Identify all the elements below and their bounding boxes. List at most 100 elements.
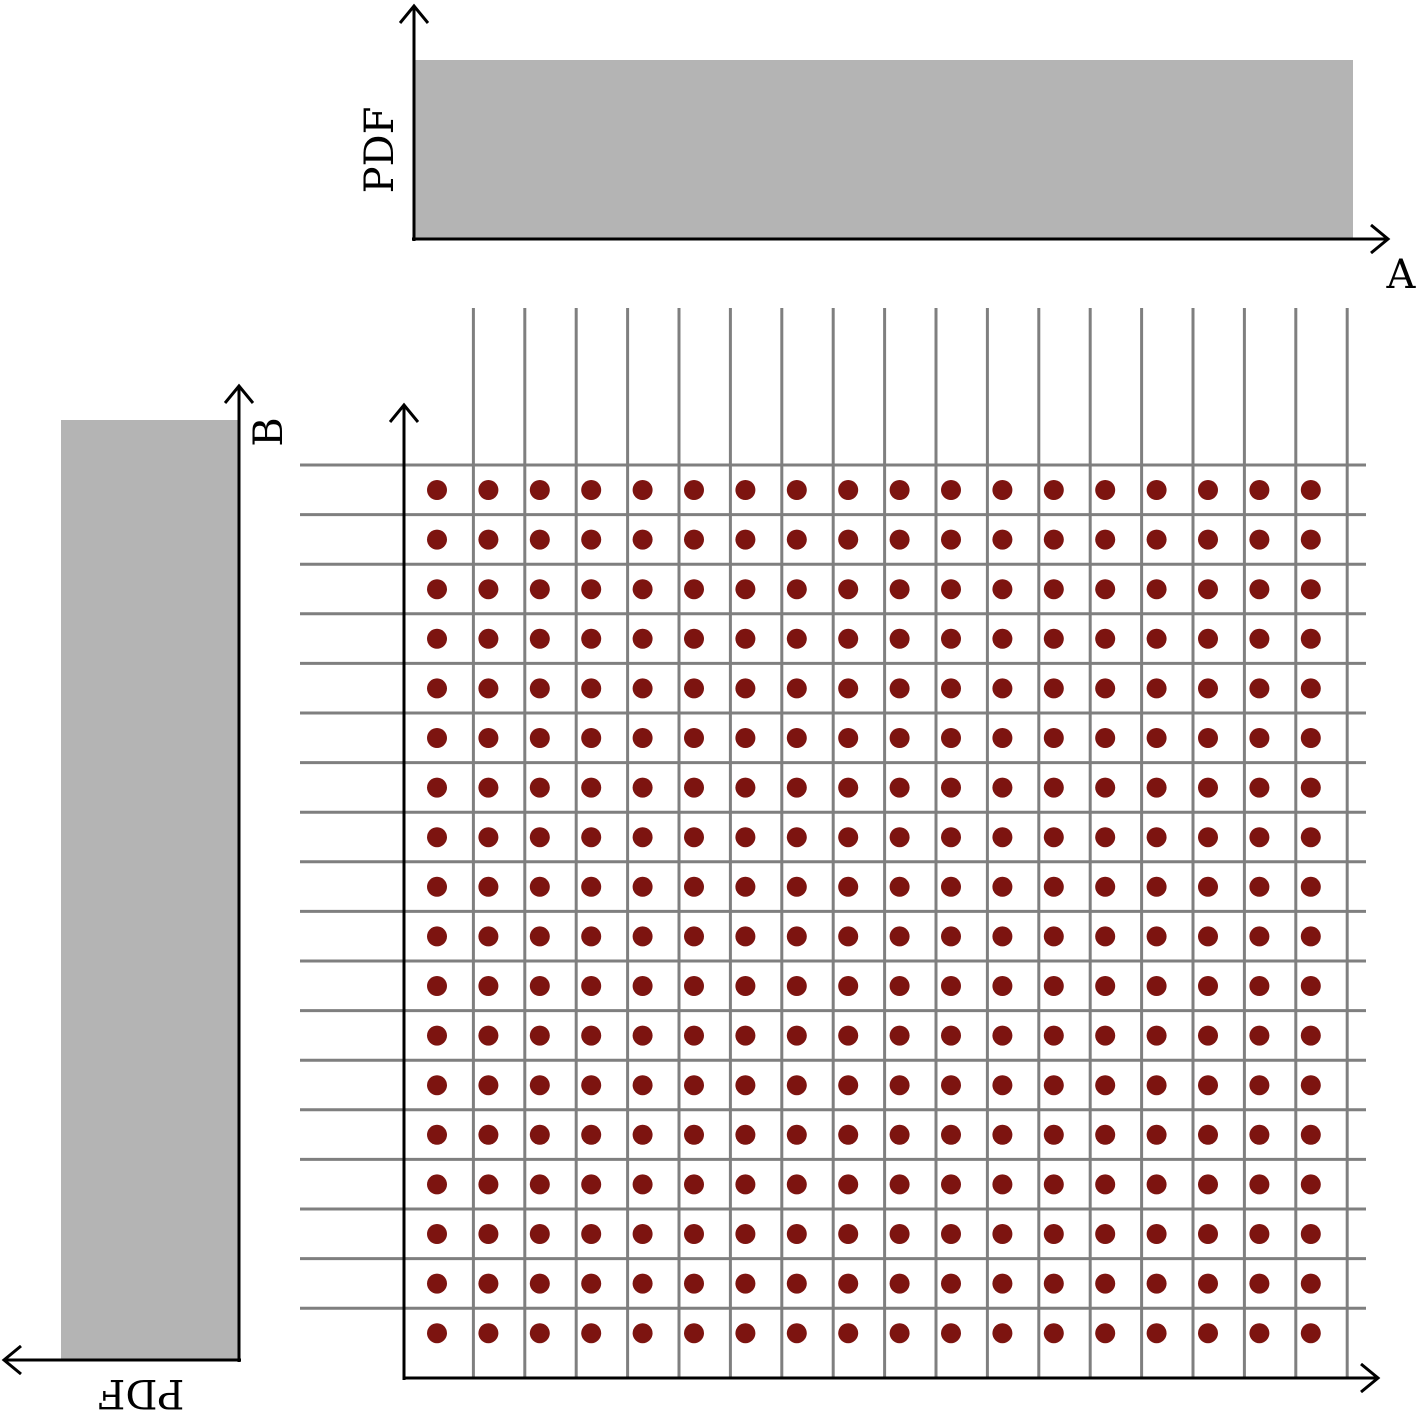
sample-point bbox=[632, 1174, 653, 1195]
sample-point bbox=[529, 678, 550, 699]
sample-point bbox=[684, 1124, 704, 1145]
sample-point bbox=[427, 1273, 447, 1294]
sample-point bbox=[1249, 1174, 1270, 1195]
sample-point bbox=[992, 777, 1013, 798]
sample-point bbox=[581, 827, 602, 848]
sample-point bbox=[1198, 678, 1218, 699]
left-pdf-panel: B PDF bbox=[4, 386, 292, 1416]
sample-point bbox=[735, 1323, 756, 1344]
sample-point bbox=[581, 976, 602, 996]
sample-point bbox=[1146, 926, 1167, 947]
sample-point bbox=[1043, 1224, 1064, 1244]
sample-point bbox=[1300, 1174, 1321, 1195]
sample-point bbox=[581, 1025, 602, 1046]
sample-point bbox=[735, 1224, 756, 1244]
sample-point bbox=[581, 1273, 602, 1294]
sample-point bbox=[941, 1025, 961, 1046]
sample-point bbox=[632, 579, 653, 600]
sample-point bbox=[941, 1224, 961, 1244]
sample-point bbox=[1198, 628, 1218, 649]
sample-point bbox=[1043, 1124, 1064, 1145]
sample-point bbox=[1249, 1075, 1270, 1096]
sample-point bbox=[529, 1273, 550, 1294]
sample-point bbox=[786, 1174, 807, 1195]
sample-point bbox=[632, 827, 653, 848]
sample-point bbox=[581, 529, 602, 550]
sample-point bbox=[1095, 1025, 1116, 1046]
sample-point bbox=[1198, 827, 1218, 848]
sample-point bbox=[735, 926, 756, 947]
sample-point bbox=[838, 678, 859, 699]
sample-point bbox=[427, 678, 447, 699]
sample-point bbox=[1095, 628, 1116, 649]
sample-point bbox=[581, 1323, 602, 1344]
sample-point bbox=[1198, 728, 1218, 748]
sample-point bbox=[632, 1224, 653, 1244]
sample-point bbox=[1300, 1124, 1321, 1145]
sample-point bbox=[889, 728, 910, 748]
sample-point bbox=[889, 1323, 910, 1344]
sample-point bbox=[838, 1025, 859, 1046]
sample-point bbox=[1198, 579, 1218, 600]
sample-point bbox=[889, 628, 910, 649]
sample-point bbox=[1043, 1323, 1064, 1344]
sample-point bbox=[632, 1124, 653, 1145]
sample-point bbox=[735, 1025, 756, 1046]
sample-point bbox=[838, 1273, 859, 1294]
sample-point bbox=[1043, 678, 1064, 699]
sample-point bbox=[1146, 1224, 1167, 1244]
sample-point bbox=[889, 529, 910, 550]
sample-point bbox=[992, 876, 1013, 897]
sample-point bbox=[838, 628, 859, 649]
sample-point bbox=[1043, 976, 1064, 996]
sample-point bbox=[427, 1323, 447, 1344]
sample-point bbox=[786, 1124, 807, 1145]
sample-point bbox=[1146, 1174, 1167, 1195]
sample-point bbox=[992, 529, 1013, 550]
sample-point bbox=[632, 1273, 653, 1294]
grid-horizontal-lines bbox=[300, 463, 1366, 1310]
top-pdf-panel: PDF A bbox=[357, 6, 1417, 298]
sample-point bbox=[684, 1323, 704, 1344]
sample-point bbox=[684, 529, 704, 550]
sample-point bbox=[838, 1174, 859, 1195]
sample-point bbox=[786, 1224, 807, 1244]
sample-point bbox=[478, 1124, 499, 1145]
sample-point bbox=[1095, 529, 1116, 550]
sample-point bbox=[941, 678, 961, 699]
sample-point bbox=[478, 976, 499, 996]
sample-point bbox=[1146, 876, 1167, 897]
sample-point bbox=[786, 728, 807, 748]
sample-point bbox=[684, 678, 704, 699]
sample-point bbox=[1095, 1124, 1116, 1145]
sample-point bbox=[1095, 876, 1116, 897]
sample-point bbox=[889, 678, 910, 699]
sample-point bbox=[684, 579, 704, 600]
sample-point bbox=[684, 876, 704, 897]
sample-point bbox=[529, 1174, 550, 1195]
sample-point bbox=[1198, 1124, 1218, 1145]
sample-point bbox=[581, 876, 602, 897]
sample-point bbox=[735, 976, 756, 996]
sample-point bbox=[1198, 1224, 1218, 1244]
sample-point bbox=[838, 579, 859, 600]
sample-point bbox=[1146, 827, 1167, 848]
sample-point bbox=[478, 480, 499, 500]
sample-point bbox=[941, 827, 961, 848]
sample-point bbox=[941, 1323, 961, 1344]
sample-point bbox=[1146, 1273, 1167, 1294]
sample-point bbox=[1043, 1174, 1064, 1195]
sample-point bbox=[1249, 876, 1270, 897]
sample-point bbox=[941, 1174, 961, 1195]
sample-point bbox=[1146, 1124, 1167, 1145]
sample-point bbox=[478, 628, 499, 649]
sample-point bbox=[632, 876, 653, 897]
sample-point bbox=[838, 1124, 859, 1145]
left-pdf-b-label: B bbox=[246, 417, 292, 446]
sample-point bbox=[941, 976, 961, 996]
sample-point bbox=[1198, 1075, 1218, 1096]
sample-point bbox=[941, 777, 961, 798]
sample-point bbox=[941, 1075, 961, 1096]
sample-point bbox=[684, 777, 704, 798]
sample-point bbox=[838, 1224, 859, 1244]
